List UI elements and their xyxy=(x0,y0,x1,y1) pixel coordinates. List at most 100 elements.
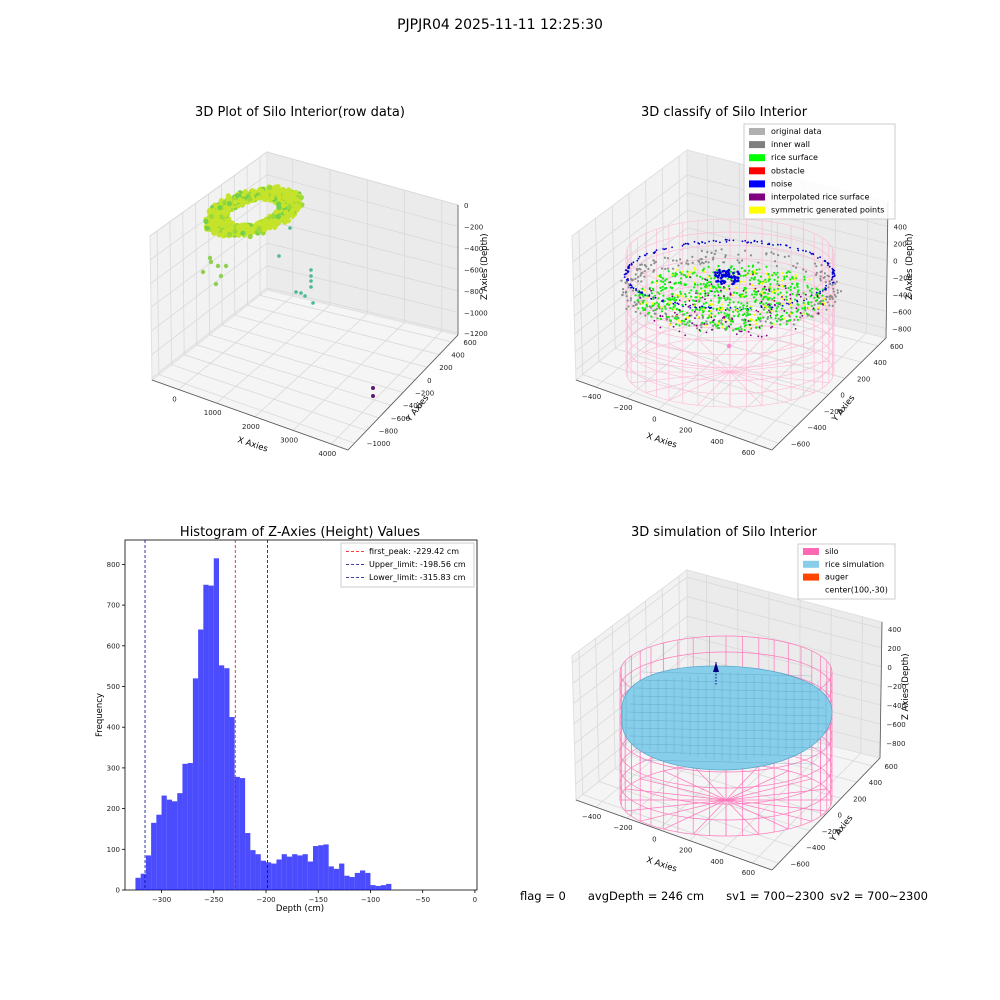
classify-point xyxy=(790,311,794,314)
classify-point xyxy=(675,273,679,276)
raw-point xyxy=(309,285,313,289)
silo-spoke xyxy=(697,371,731,406)
classify-point xyxy=(793,278,796,281)
classify-point xyxy=(796,293,799,296)
classify-point xyxy=(750,305,753,308)
classify-point xyxy=(817,292,820,295)
classify-point xyxy=(662,248,664,250)
histogram-title: Histogram of Z-Axies (Height) Values xyxy=(180,525,420,540)
silo-spoke xyxy=(729,371,815,393)
classify-point xyxy=(744,291,748,294)
classify-point xyxy=(659,326,662,329)
classify-legend: original data inner wall rice surface obsta… xyxy=(743,123,896,220)
histogram-bar xyxy=(219,665,225,890)
silo-spoke xyxy=(729,351,815,373)
classify-point xyxy=(832,290,835,293)
x-tick-label: −200 xyxy=(613,824,632,832)
classify-point xyxy=(828,295,831,298)
classify-point xyxy=(780,297,783,300)
classify-point xyxy=(747,330,750,333)
classify-point xyxy=(779,315,782,318)
classify-point xyxy=(759,313,762,316)
raw-point xyxy=(226,201,232,207)
classify-point xyxy=(664,307,667,310)
classify-point xyxy=(711,328,713,331)
classify-point xyxy=(833,293,836,296)
classify-point xyxy=(683,323,687,326)
classify-point xyxy=(794,266,798,269)
classify-point xyxy=(700,326,703,329)
classify-point xyxy=(672,325,675,328)
histogram-bar xyxy=(229,717,235,890)
classify-point xyxy=(797,249,800,252)
classify-point xyxy=(638,255,641,258)
classify-point xyxy=(709,287,713,290)
classify-point xyxy=(827,264,829,267)
classify-point xyxy=(762,316,765,319)
status-flag: flag = 0 xyxy=(520,889,566,903)
classify-point xyxy=(702,308,705,311)
gridline-z xyxy=(150,174,459,261)
classify-point xyxy=(831,296,834,299)
y-tick-label: 200 xyxy=(107,805,120,813)
classify-point xyxy=(699,323,702,327)
classify-point xyxy=(732,310,735,313)
classify-point xyxy=(663,283,667,286)
classify-point xyxy=(735,333,738,336)
classify-point xyxy=(644,294,646,296)
histogram-bar xyxy=(323,844,329,890)
classify-point xyxy=(771,274,774,277)
gridline-z xyxy=(151,265,459,356)
silo-spoke xyxy=(729,371,792,401)
classify-point xyxy=(630,297,633,300)
classify-point xyxy=(627,305,630,308)
legend-label: interpolated rice surface xyxy=(771,193,869,202)
classify-point xyxy=(734,306,737,309)
classify-point xyxy=(696,292,699,295)
classify-point xyxy=(790,306,793,309)
classify-point xyxy=(654,309,657,312)
classify-point xyxy=(627,278,629,280)
raw-point xyxy=(215,263,221,269)
classify-point xyxy=(710,312,713,315)
classify-point xyxy=(776,320,779,323)
classify-point xyxy=(819,277,822,280)
classify-point xyxy=(722,281,726,285)
histogram-bar xyxy=(302,854,308,890)
classify-point xyxy=(661,285,664,288)
histogram-reference-lines xyxy=(144,540,268,890)
classify-point xyxy=(691,261,694,264)
classify-point xyxy=(624,281,627,284)
classify-point xyxy=(772,323,775,326)
classify-point xyxy=(785,275,789,278)
classify-point xyxy=(771,291,774,294)
silo-spoke xyxy=(668,371,731,401)
raw-point xyxy=(299,291,303,295)
classify-point xyxy=(666,257,670,260)
classify-point xyxy=(780,279,784,282)
legend-label: rice surface xyxy=(771,153,818,162)
classify-point xyxy=(637,280,640,283)
raw-point xyxy=(288,226,292,230)
classify-point xyxy=(726,343,732,349)
classify-point xyxy=(704,242,706,245)
classify-point xyxy=(767,315,770,319)
classify-point xyxy=(642,293,645,296)
raw-point xyxy=(250,226,256,233)
classify-point xyxy=(761,298,765,301)
classify-point xyxy=(742,304,745,307)
classify-point xyxy=(688,324,691,327)
classify-point xyxy=(755,326,758,329)
classify-point xyxy=(719,286,722,289)
classify-point xyxy=(678,330,681,333)
classify-point xyxy=(768,290,771,292)
classify-point xyxy=(789,278,792,281)
classify-point xyxy=(822,299,825,302)
classify-point xyxy=(681,310,684,313)
classify-point xyxy=(678,294,681,297)
classify-point xyxy=(679,292,683,295)
classify-point xyxy=(675,259,678,262)
classify-point xyxy=(732,294,735,297)
classify-point xyxy=(704,284,708,287)
classify-point xyxy=(789,312,792,315)
